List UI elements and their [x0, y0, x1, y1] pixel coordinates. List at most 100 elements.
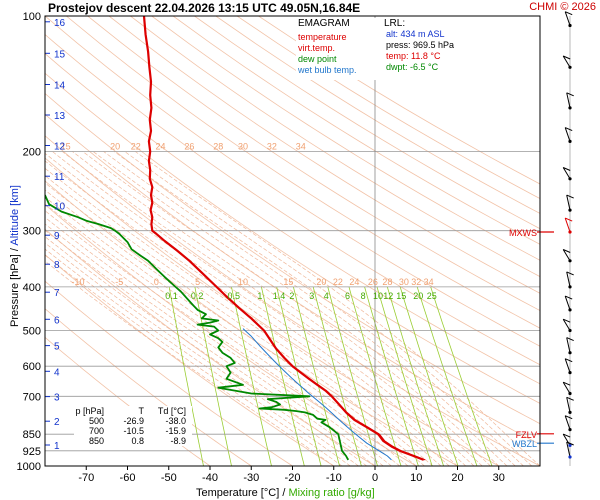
x-axis-title-temperature: Temperature [°C]	[196, 487, 280, 499]
mixing-ratio-label: 20	[413, 291, 423, 301]
dry-adiabat-label: 15	[61, 142, 71, 152]
credit-label: CHMI © 2026	[529, 1, 596, 13]
wind-station-dot	[568, 391, 572, 396]
dry-adiabat-label: 20	[110, 142, 120, 152]
mixing-ratio-label: 1.4	[273, 291, 286, 301]
mixing-ratio-label: 3	[309, 291, 314, 301]
wind-station-dot	[568, 410, 572, 414]
moist-adiabat	[45, 189, 425, 466]
y-tick-label: 400	[23, 282, 41, 294]
wind-station-dot	[568, 139, 572, 143]
wind-barb-flag	[563, 167, 571, 171]
wind-barb	[562, 433, 571, 446]
altitude-tick-label: 12	[54, 142, 66, 153]
marker-label-fzlv: FZLV	[516, 430, 537, 440]
wind-barb-flag	[563, 55, 571, 60]
wind-station-dot	[568, 259, 572, 263]
x-tick-label: -30	[243, 472, 259, 484]
wind-barb	[564, 217, 571, 233]
plot-frame	[44, 15, 541, 467]
y-tick-label: 200	[23, 147, 41, 159]
dry-adiabat-label: 5	[195, 277, 200, 287]
marker-label-mxws: MXWS	[509, 228, 537, 238]
mixing-ratio-label: 6	[345, 291, 350, 301]
wind-barb-flag	[565, 11, 573, 16]
altitude-tick-label: 3	[54, 393, 60, 404]
wind-station-dot	[568, 65, 572, 69]
y-tick-label: 100	[23, 11, 41, 23]
x-tick-label: 0	[372, 472, 378, 484]
series-dew-point	[45, 194, 349, 461]
altitude-tick-label: 9	[54, 231, 60, 242]
x-axis-title: Temperature [°C] / Mixing ratio [g/kg]	[196, 487, 375, 499]
x-tick-label: 20	[451, 472, 463, 484]
dry-adiabat-label: 26	[184, 142, 194, 152]
mixing-ratio-label: 0.1	[165, 291, 178, 301]
series-virt-temp	[152, 230, 426, 461]
wind-barb	[566, 441, 571, 458]
moist-adiabat	[113, 151, 524, 466]
dry-adiabat-label: 32	[411, 277, 421, 287]
y-axis-title: Pressure [hPa] / Altitude [km]	[9, 181, 21, 331]
moist-adiabat	[103, 151, 516, 466]
x-tick-label: 10	[410, 472, 422, 484]
table-row: 850 0.8 -8.9	[74, 436, 192, 446]
lrl-alt: alt: 434 m ASL	[386, 29, 445, 39]
dry-adiabat-label: 24	[155, 142, 165, 152]
wind-barb	[566, 92, 571, 109]
dry-adiabat	[66, 16, 540, 329]
wind-barb	[564, 11, 571, 26]
altitude-tick-label: 10	[54, 202, 66, 213]
cell-t: -10.5	[123, 426, 144, 436]
y-tick-label: 700	[23, 391, 41, 403]
wind-barb	[566, 397, 571, 413]
dry-adiabat-label: 22	[333, 277, 343, 287]
wind-barb-flag	[566, 92, 574, 97]
wind-barb-flag	[566, 271, 574, 276]
cell-p: 700	[88, 426, 104, 436]
dry-adiabat	[45, 16, 540, 347]
wind-station-dot	[568, 371, 572, 375]
dry-adiabat-label: 15	[283, 277, 293, 287]
dry-adiabat-label: -5	[115, 277, 123, 287]
wind-barb	[564, 295, 571, 311]
wind-station-dot	[568, 177, 572, 181]
altitude-tick-label: 15	[54, 49, 66, 60]
x-tick-label: -60	[120, 472, 136, 484]
y-tick-label: 925	[23, 446, 41, 458]
dry-adiabat	[215, 16, 540, 214]
y-tick-label: 1000	[17, 461, 41, 473]
mixing-ratio-label: 0.2	[191, 291, 204, 301]
dry-adiabat-label: 10	[238, 277, 248, 287]
altitude-tick-label: 14	[54, 81, 66, 92]
wind-station-dot	[568, 351, 572, 355]
wind-barb-flag	[565, 127, 573, 132]
mixing-ratio-label: 1	[257, 291, 262, 301]
cell-t: 0.8	[131, 436, 144, 446]
wind-station-dot	[568, 230, 572, 234]
dry-adiabat-label: 30	[399, 277, 409, 287]
x-axis-title-sep: /	[282, 487, 286, 499]
cell-td: -38.0	[165, 416, 186, 426]
x-tick-label: 30	[493, 472, 505, 484]
dry-adiabat	[151, 16, 540, 261]
mixing-ratio-label: 15	[396, 291, 406, 301]
altitude-tick-label: 1	[54, 441, 60, 452]
marker-label-wbzl: WBZL	[512, 439, 537, 449]
header-td: Td [°C]	[157, 406, 186, 416]
header-p: p [hPa]	[75, 406, 104, 416]
y-tick-label: 850	[23, 429, 41, 441]
wind-barb-flag	[563, 249, 571, 253]
dry-adiabat-label: 34	[296, 142, 306, 152]
wind-barb	[566, 194, 571, 211]
y-tick-label: 500	[23, 326, 41, 338]
mixing-ratio-label: 10	[373, 291, 383, 301]
wind-barb-flag	[566, 441, 574, 446]
wind-station-dot	[568, 328, 572, 333]
wind-station-dot	[568, 428, 572, 432]
level-table-header: p [hPa] T Td [°C]	[74, 406, 192, 416]
altitude-tick-label: 8	[54, 260, 60, 271]
wind-station-dot	[568, 455, 572, 459]
wind-station-dot	[568, 443, 572, 447]
altitude-tick-label: 6	[54, 315, 60, 326]
